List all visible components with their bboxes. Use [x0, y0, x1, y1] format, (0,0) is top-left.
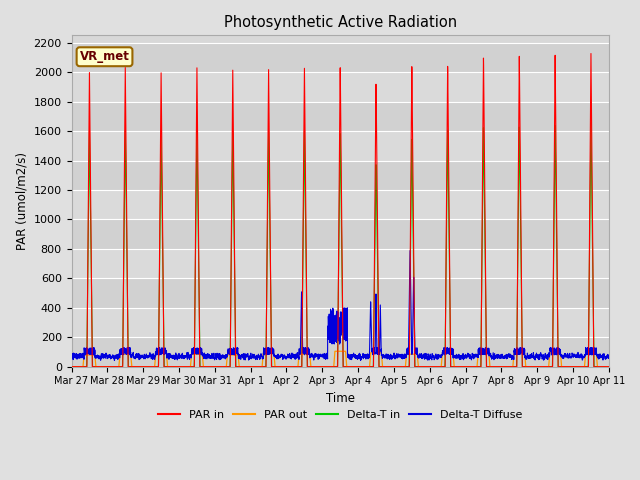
Bar	[72, 249, 609, 278]
Bar	[72, 102, 609, 131]
Text: VR_met: VR_met	[79, 50, 129, 63]
Bar	[72, 308, 609, 337]
Legend: PAR in, PAR out, Delta-T in, Delta-T Diffuse: PAR in, PAR out, Delta-T in, Delta-T Dif…	[153, 405, 527, 424]
Bar	[72, 43, 609, 72]
Bar	[72, 160, 609, 190]
Y-axis label: PAR (umol/m2/s): PAR (umol/m2/s)	[15, 152, 28, 250]
Bar	[72, 190, 609, 219]
Bar	[72, 337, 609, 367]
Bar	[72, 278, 609, 308]
Bar	[72, 131, 609, 160]
Bar	[72, 219, 609, 249]
Title: Photosynthetic Active Radiation: Photosynthetic Active Radiation	[223, 15, 457, 30]
Bar	[72, 72, 609, 102]
X-axis label: Time: Time	[326, 392, 355, 405]
